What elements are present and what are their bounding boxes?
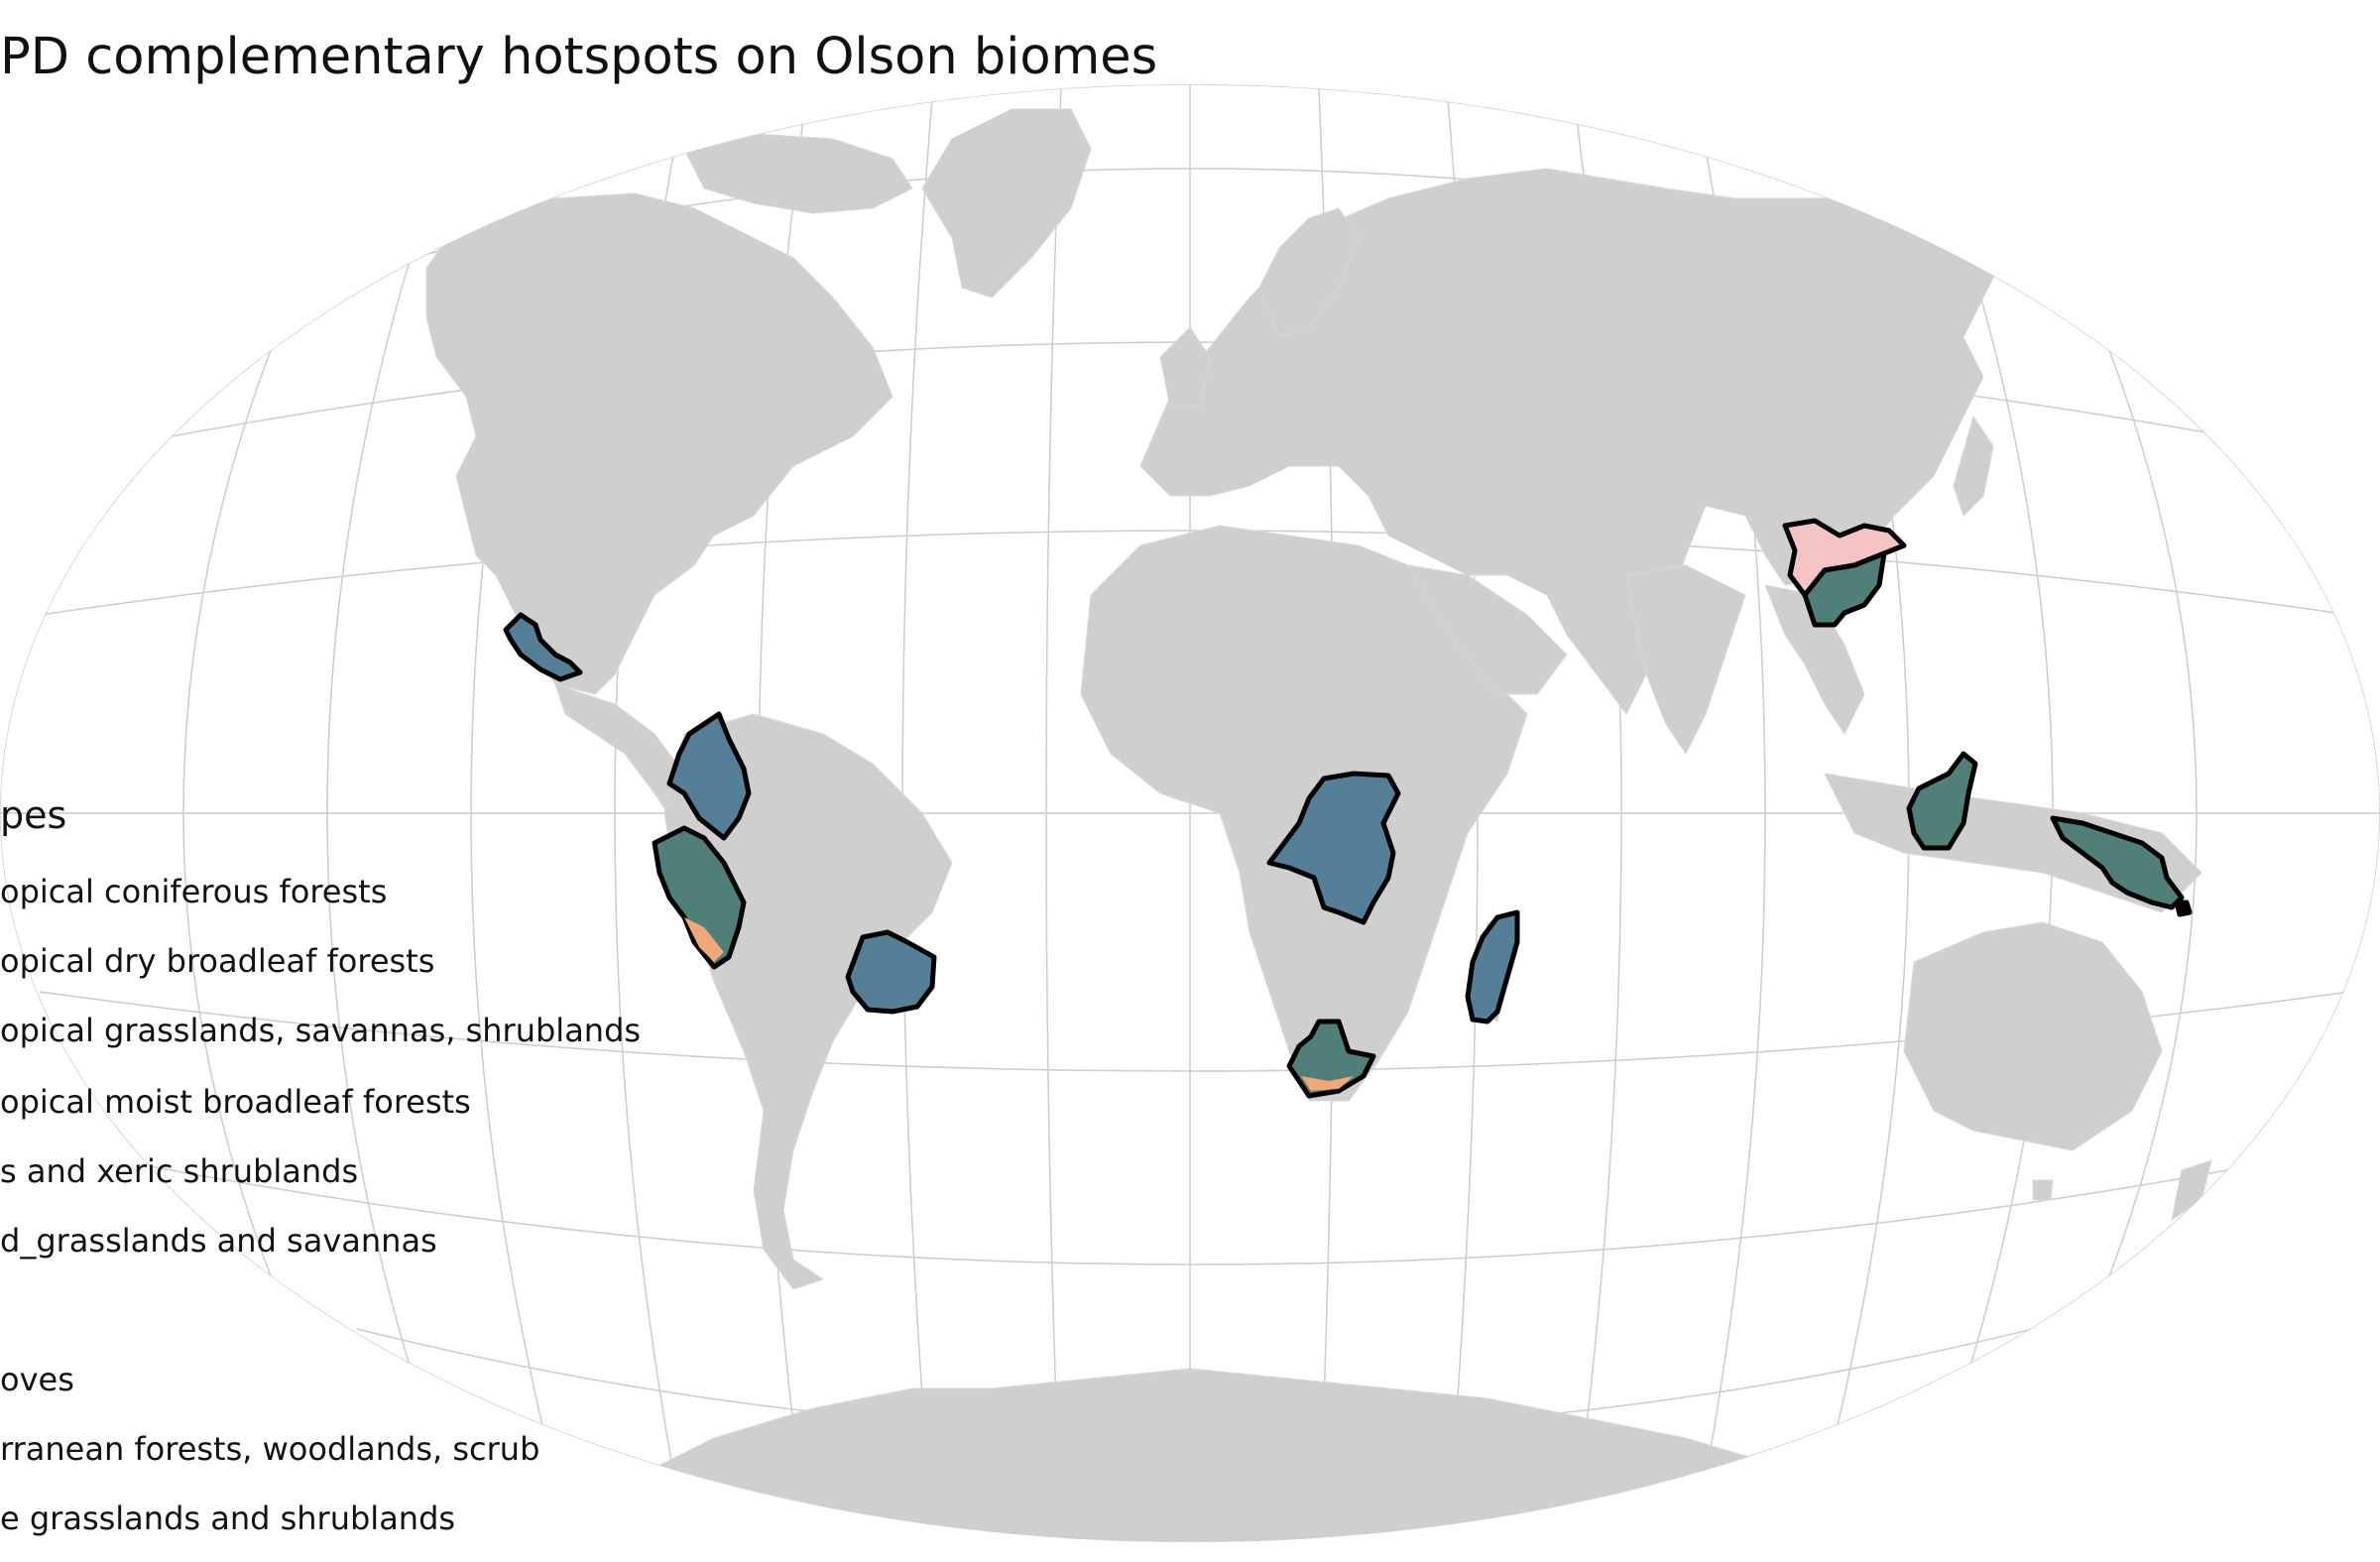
legend-item: opical moist broadleaf forests xyxy=(0,1083,471,1121)
hotspot-peru-coast xyxy=(684,917,724,962)
map-title: PD complementary hotspots on Olson biome… xyxy=(0,28,1158,86)
south-america xyxy=(663,713,953,1290)
new-zealand xyxy=(2171,1159,2212,1222)
hotspot-northern-andes xyxy=(666,711,752,841)
legend-item: oves xyxy=(0,1361,74,1398)
arctic-islands xyxy=(683,133,913,214)
legend-item: e grasslands and shrublands xyxy=(0,1500,456,1537)
hotspot-south-africa-cape xyxy=(1301,1076,1354,1091)
legend-title: pes xyxy=(0,793,67,837)
legend-item: d_grasslands and savannas xyxy=(0,1222,437,1260)
hotspot-peru xyxy=(652,825,747,970)
legend-item: opical dry broadleaf forests xyxy=(0,942,435,980)
india xyxy=(1625,564,1746,755)
legend-item: rranean forests, woodlands, scrub xyxy=(0,1430,540,1468)
hotspot-borneo xyxy=(1906,751,1978,851)
japan xyxy=(1953,415,1994,517)
hotspot-new-guinea xyxy=(2050,815,2185,910)
tasmania xyxy=(2032,1179,2054,1201)
hotspot-islands-east xyxy=(2174,900,2193,917)
hotspot-mexico xyxy=(503,612,583,682)
greenland xyxy=(921,108,1092,299)
uk xyxy=(1159,326,1211,408)
legend-item: opical coniferous forests xyxy=(0,873,388,910)
hotspot-south-africa xyxy=(1286,1019,1376,1099)
landmasses xyxy=(425,108,2212,1542)
scandinavia xyxy=(1258,207,1360,338)
north-america xyxy=(425,192,893,695)
hotspot-cerrado xyxy=(845,929,937,1015)
legend-item: opical grasslands, savannas, shrublands xyxy=(0,1012,642,1049)
arabia xyxy=(1406,564,1568,695)
australia xyxy=(1903,921,2163,1151)
legend-item: s and xeric shrublands xyxy=(0,1152,359,1190)
hotspot-congo-basin xyxy=(1266,771,1401,925)
hotspots xyxy=(503,518,2193,1099)
hotspot-southern-china-south xyxy=(1802,550,1887,628)
hotspot-madagascar xyxy=(1465,909,1520,1024)
